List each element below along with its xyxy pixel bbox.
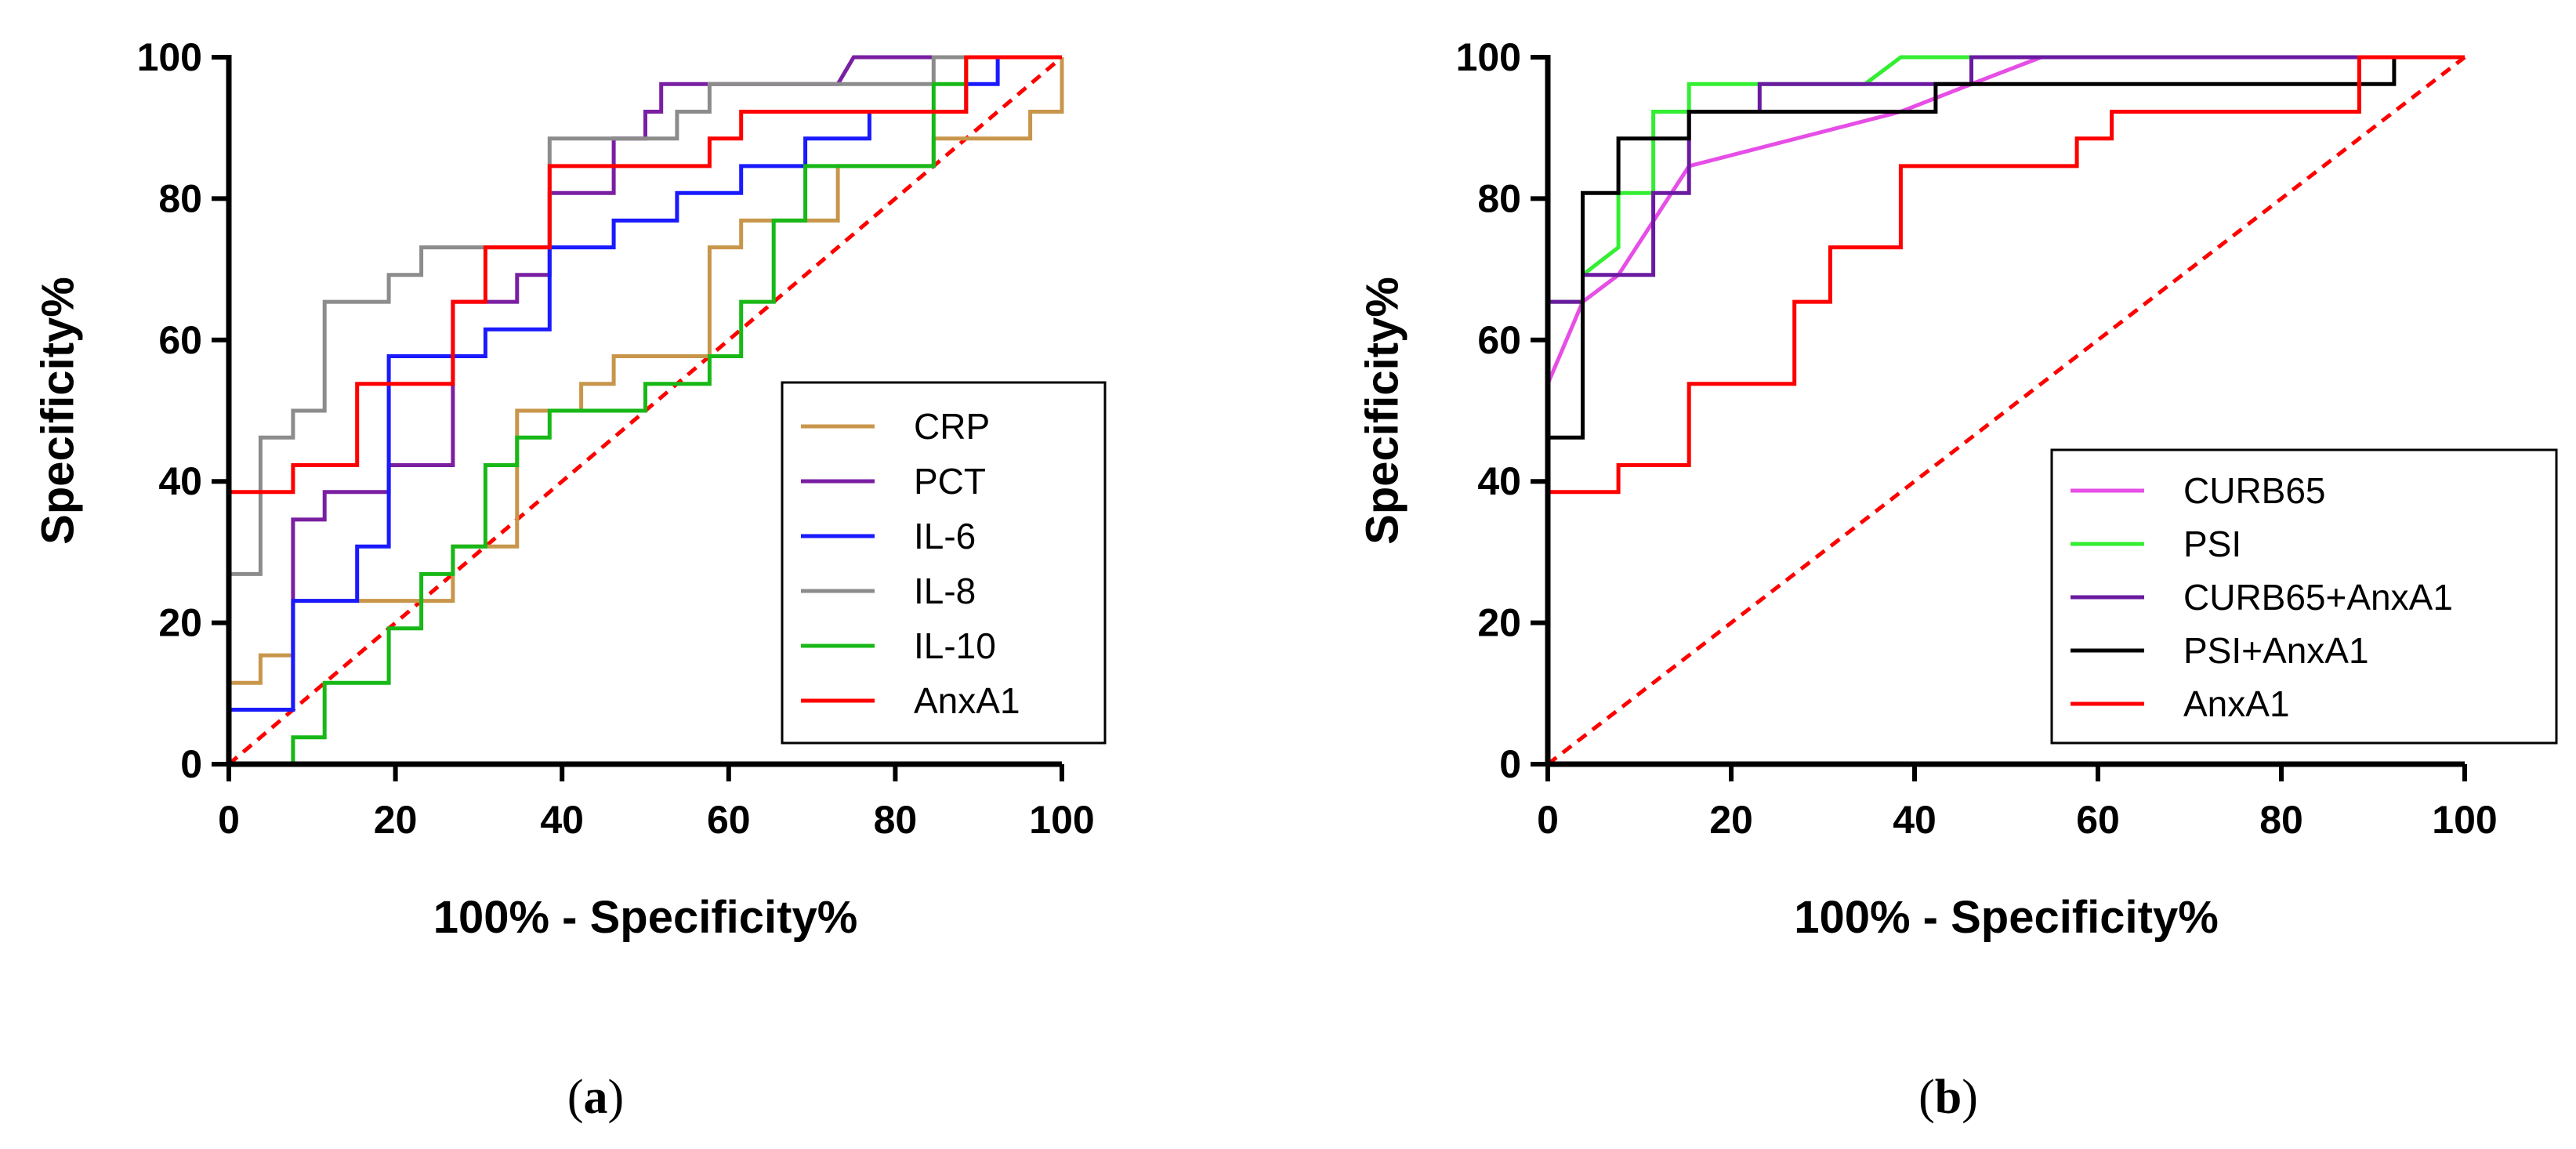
panel-a-chart: 0 20 40 60 80 100 0 20 40 60 80 100 100% - Specifici… <box>32 35 1107 1124</box>
legend-entry-label: PCT <box>914 461 986 502</box>
y-tick-label: 60 <box>158 318 202 362</box>
reference-diagonal-line <box>1546 56 2466 766</box>
y-axis-title: Specificity% <box>32 277 83 545</box>
y-tick-label: 0 <box>180 742 202 786</box>
x-axis-title: 100% - Specificity% <box>1794 892 2219 943</box>
series-line-anxa1 <box>226 55 1062 764</box>
y-axis-title: Specificity% <box>1357 277 1408 545</box>
x-tick-label: 60 <box>2076 798 2120 842</box>
legend-box <box>781 381 1107 745</box>
legend-entry-label: IL-10 <box>914 625 996 666</box>
series-line-anxa1 <box>1548 55 2465 495</box>
x-tick-label: 80 <box>874 798 918 842</box>
legend-entry-label: AnxA1 <box>2183 683 2290 724</box>
x-tick-label: 0 <box>1537 798 1559 842</box>
x-tick-label: 40 <box>1893 798 1937 842</box>
x-tick-label: 20 <box>1709 798 1753 842</box>
legend: CRP PCT IL-6 IL-8 IL-10 AnxA1 <box>781 381 1107 745</box>
x-tick-label: 40 <box>540 798 584 842</box>
y-tick-label: 20 <box>158 601 202 645</box>
series-line-pct <box>226 55 1062 764</box>
x-axis-title: 100% - Specificity% <box>433 892 858 943</box>
series-line-curb65 <box>1545 55 2465 385</box>
series-line-il-8 <box>226 55 1062 764</box>
panel-caption: (b) <box>1918 1071 1978 1124</box>
legend-entry-label: PSI+AnxA1 <box>2183 630 2369 671</box>
y-tick-label: 40 <box>1477 459 1521 503</box>
legend-entry-label: PSI <box>2183 524 2241 564</box>
y-tick-label: 100 <box>137 35 202 79</box>
series-line-psi-anxa1 <box>1548 55 2465 440</box>
panel-b-chart: 0 20 40 60 80 100 0 20 40 60 80 100 100% - Specifici… <box>1357 35 2558 1124</box>
legend-entry-label: AnxA1 <box>914 680 1020 721</box>
x-tick-label: 0 <box>218 798 240 842</box>
legend-entry-label: CRP <box>914 406 990 447</box>
series-line-psi <box>1545 55 2465 438</box>
series-line-curb65-anxa1 <box>1545 55 2465 438</box>
y-tick-label: 80 <box>158 176 202 220</box>
x-tick-label: 100 <box>1029 798 1094 842</box>
panel-caption: (a) <box>567 1071 624 1124</box>
legend-entry-label: IL-8 <box>914 571 976 611</box>
series-line-il-10 <box>229 55 1062 767</box>
y-tick-label: 80 <box>1477 176 1521 220</box>
x-tick-label: 80 <box>2259 798 2303 842</box>
y-tick-label: 40 <box>158 459 202 503</box>
x-tick-label: 60 <box>707 798 751 842</box>
y-tick-label: 0 <box>1499 742 1521 786</box>
x-tick-label: 100 <box>2432 798 2497 842</box>
y-tick-label: 60 <box>1477 318 1521 362</box>
x-tick-label: 20 <box>374 798 418 842</box>
legend: CURB65 PSI CURB65+AnxA1 PSI+AnxA1 AnxA1 <box>2050 448 2558 745</box>
legend-entry-label: CURB65 <box>2183 470 2326 511</box>
y-tick-label: 100 <box>1456 35 1521 79</box>
y-tick-label: 20 <box>1477 601 1521 645</box>
legend-entry-label: IL-6 <box>914 516 976 556</box>
legend-entry-label: CURB65+AnxA1 <box>2183 577 2453 618</box>
